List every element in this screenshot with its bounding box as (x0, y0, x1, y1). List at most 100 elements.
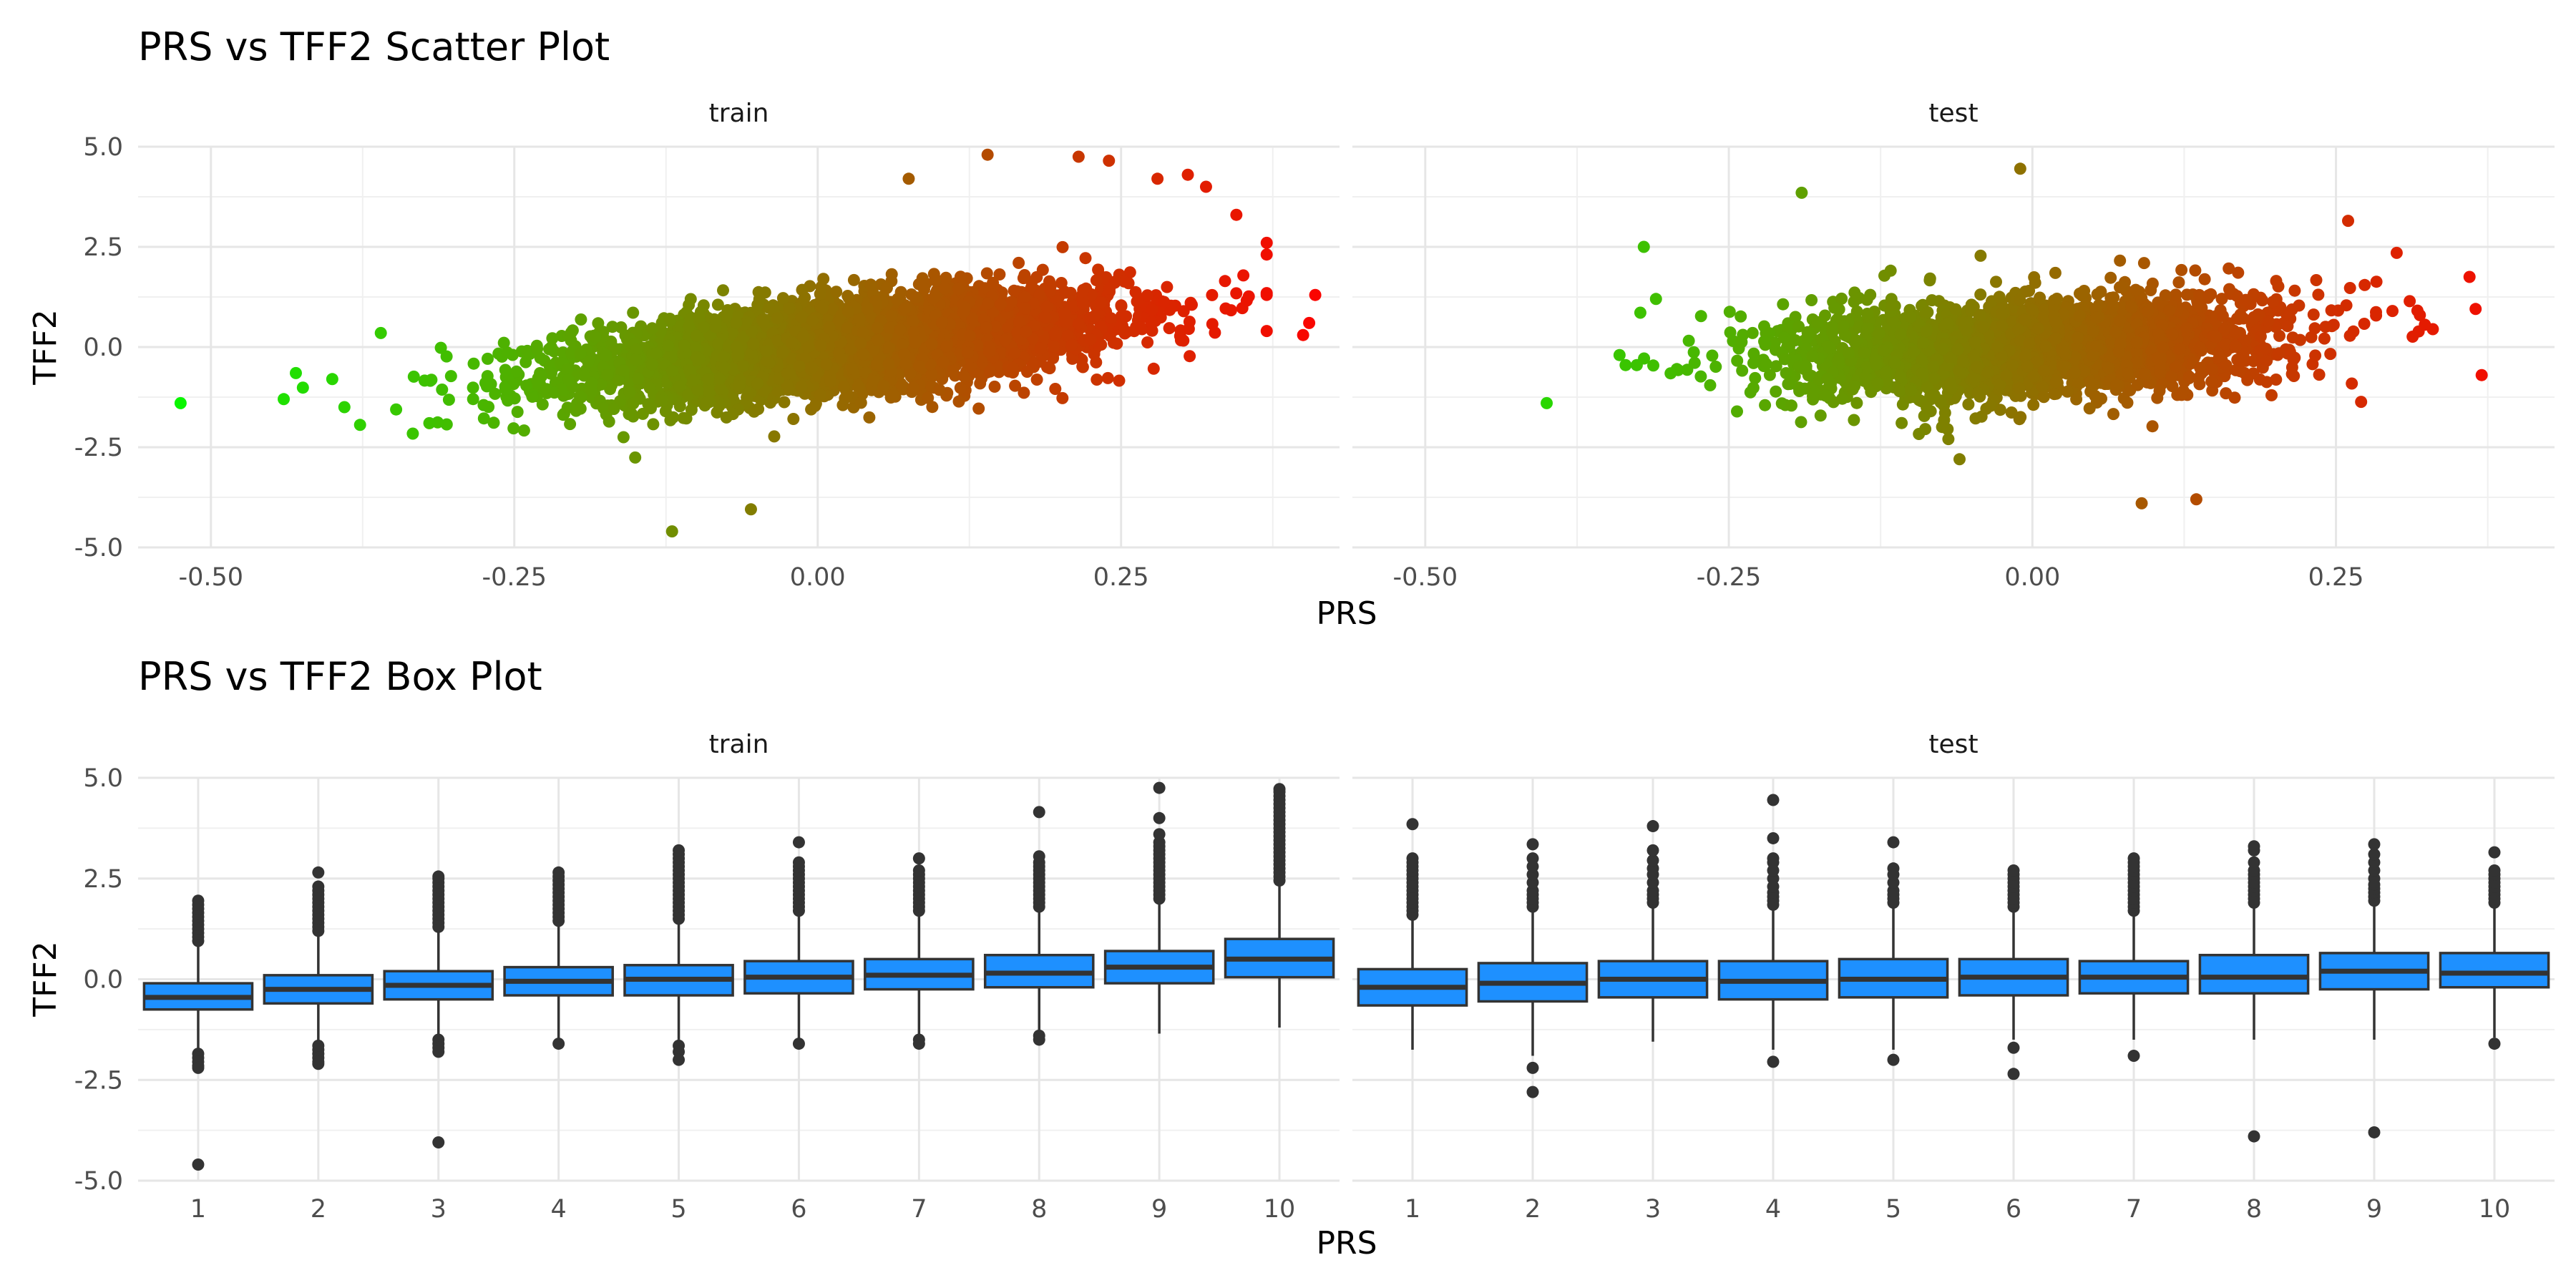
scatter-point (778, 396, 791, 409)
scatter-point (561, 363, 574, 376)
scatter-point (1260, 236, 1273, 249)
x-tick-label: -0.50 (178, 563, 243, 592)
scatter-point (1123, 266, 1136, 279)
scatter-point (1017, 272, 1030, 285)
scatter-point (1135, 321, 1148, 334)
scatter-point (511, 406, 524, 419)
scatter-point (1056, 240, 1069, 253)
scatter-point (585, 376, 598, 389)
scatter-point (564, 418, 577, 431)
scatter-point (647, 418, 660, 431)
scatter-point (602, 415, 615, 428)
scatter-point (499, 364, 512, 376)
scatter-point (678, 339, 691, 352)
scatter-point (907, 381, 919, 394)
scatter-point (957, 370, 970, 383)
scatter-point (575, 313, 587, 326)
scatter-point (693, 310, 706, 323)
scatter-panel-test: test-0.50 -0.25 0.00 0.25 (1352, 99, 2555, 592)
scatter-point (2189, 264, 2202, 277)
scatter-point (2114, 254, 2127, 267)
scatter-point (442, 394, 455, 406)
scatter-point (864, 278, 877, 291)
scatter-point (1030, 374, 1043, 386)
scatter-point (1141, 336, 1154, 348)
scatter-point (925, 338, 938, 351)
scatter-point (691, 384, 704, 396)
scatter-point (852, 381, 864, 394)
scatter-point (1297, 328, 1309, 341)
scatter-point (981, 148, 994, 161)
y-tick-label: 5.0 (83, 133, 123, 162)
scatter-point (747, 338, 760, 351)
x-tick-label: -0.25 (482, 563, 547, 592)
scatter-point (909, 334, 921, 347)
scatter-point (834, 351, 847, 364)
scatter-point (1018, 386, 1030, 399)
scatter-point (913, 360, 925, 372)
scatter-point (444, 370, 457, 383)
scatter-point (989, 320, 1002, 333)
scatter-point (632, 372, 645, 385)
scatter-point (630, 343, 643, 356)
scatter-point (940, 340, 953, 353)
scatter-point (1147, 362, 1160, 375)
scatter-point (940, 271, 952, 284)
scatter-point (646, 322, 658, 335)
scatter-point (659, 405, 672, 418)
scatter-point (1055, 277, 1068, 289)
scatter-point (536, 398, 549, 411)
scatter-point (844, 343, 857, 355)
scatter-point (174, 396, 187, 409)
scatter-point (685, 404, 698, 416)
scatter-point (863, 411, 876, 424)
scatter-points (174, 148, 1322, 538)
scatter-point (1647, 359, 1659, 372)
scatter-point (1091, 374, 1103, 386)
scatter-point (760, 345, 773, 358)
scatter-point (971, 339, 984, 352)
scatter-point (771, 312, 784, 325)
scatter-point (987, 276, 1000, 289)
scatter-point (783, 302, 795, 315)
scatter-panel-train: train-0.50 -0.25 0.00 0.25-5.0-2.50.02.55.0 (74, 99, 1340, 592)
scatter-point (477, 412, 490, 425)
scatter-point (786, 337, 798, 349)
scatter-point (867, 374, 879, 387)
scatter-point (1706, 349, 1719, 362)
scatter-point (854, 312, 866, 325)
scatter-point (796, 283, 809, 296)
scatter-point (677, 411, 690, 424)
scatter-point (711, 298, 724, 311)
scatter-point (480, 380, 493, 393)
scatter-point (857, 326, 869, 339)
scatter-point (595, 378, 608, 391)
scatter-point (861, 302, 874, 315)
scatter-point (2232, 266, 2245, 279)
scatter-point (575, 391, 587, 404)
scatter-point (687, 374, 700, 386)
scatter-point (467, 357, 480, 370)
scatter-point (949, 369, 962, 382)
scatter-point (502, 394, 514, 407)
scatter-point (814, 339, 827, 352)
scatter-point (820, 358, 833, 371)
scatter-point (467, 393, 479, 406)
scatter-point (663, 313, 676, 325)
scatter-point (1056, 391, 1069, 404)
scatter-point (1805, 294, 1818, 306)
scatter-point (954, 381, 967, 394)
scatter-point (896, 338, 909, 351)
scatter-point (817, 273, 830, 286)
scatter-point (1230, 287, 1243, 300)
scatter-point (1814, 409, 1827, 422)
scatter-point (902, 172, 915, 185)
scatter-point (510, 365, 523, 378)
scatter-point (565, 346, 577, 359)
scatter-point (1242, 290, 1255, 303)
scatter-point (1103, 282, 1116, 295)
panel-strip-label: train (709, 99, 769, 128)
scatter-point (972, 402, 985, 415)
scatter-point (489, 387, 502, 400)
panel-strip-label: test (1928, 99, 1978, 128)
